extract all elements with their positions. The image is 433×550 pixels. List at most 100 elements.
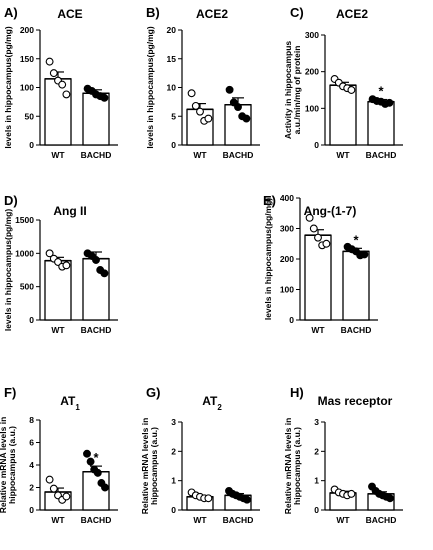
panel-label: H) — [290, 385, 304, 400]
x-category-label: WT — [311, 325, 325, 335]
y-axis-label: levels in hippocampus(pg/mg) — [3, 26, 13, 148]
panel-label: A) — [4, 5, 18, 20]
y-tick-label: 8 — [29, 415, 34, 425]
y-tick-label: 150 — [20, 54, 34, 64]
data-point — [347, 489, 356, 498]
y-tick-label: 300 — [305, 30, 319, 40]
panel-label: D) — [4, 193, 18, 208]
bar — [367, 101, 395, 146]
panel-label: B) — [146, 5, 160, 20]
y-tick-label: 2 — [29, 483, 34, 493]
chart-panel: G) AT2 0 1 2 3 Relative mRNA levels in hippocam… — [140, 385, 260, 525]
y-tick-label: 0 — [29, 505, 34, 515]
y-axis-label: levels in hippocampus(pg/mg) — [3, 209, 13, 331]
y-tick-label: 50 — [25, 111, 35, 121]
data-point — [101, 483, 109, 492]
data-point — [225, 85, 234, 94]
data-point — [305, 213, 314, 222]
x-category-label: WT — [193, 150, 207, 160]
bar — [82, 92, 110, 146]
chart-title: AT2 — [202, 394, 222, 412]
chart-title: Ang-(1-7) — [304, 204, 357, 218]
y-tick-label: 0 — [171, 505, 176, 515]
data-point — [86, 457, 95, 466]
chart-panel: H) Mas receptor 0 1 2 3 Relative mRNA levels i… — [283, 385, 403, 525]
chart-panel: E) Ang-(1-7) 0 100 200 300 400 levels in hippoc… — [263, 193, 378, 335]
data-point — [62, 90, 71, 99]
y-tick-label: 2 — [314, 446, 319, 456]
data-point — [49, 484, 58, 493]
x-category-label: BACHD — [223, 515, 254, 525]
y-axis-label: a.u./min/mg of protein — [292, 46, 302, 135]
significance-mark: * — [93, 450, 99, 465]
significance-mark: * — [353, 232, 359, 247]
y-tick-label: 0 — [289, 315, 294, 325]
y-tick-label: 1 — [314, 476, 319, 486]
data-point — [187, 89, 196, 98]
y-tick-label: 200 — [20, 25, 34, 35]
x-category-label: BACHD — [341, 325, 372, 335]
significance-mark: * — [378, 84, 384, 99]
data-point — [309, 224, 318, 233]
y-tick-label: 6 — [29, 438, 34, 448]
y-tick-label: 0 — [29, 315, 34, 325]
bar — [329, 84, 357, 146]
chart-title: AT1 — [60, 394, 80, 412]
y-axis-label: Activity in hippocampus — [283, 41, 293, 140]
y-tick-label: 1000 — [15, 248, 34, 258]
y-tick-label: 15 — [167, 54, 177, 64]
y-tick-label: 3 — [171, 417, 176, 427]
y-axis-label: levels in hippocampus(pg/mg) — [145, 26, 155, 148]
x-category-label: BACHD — [81, 325, 112, 335]
y-axis-label: Relative mRNA levels in — [283, 418, 293, 515]
y-tick-label: 5 — [171, 111, 176, 121]
chart-panel: A) ACE 0 50 100 150 200 levels in hippocampus(p… — [3, 5, 118, 160]
y-tick-label: 500 — [20, 282, 34, 292]
y-axis-label: Relative mRNA levels in — [0, 417, 8, 514]
data-point — [191, 101, 200, 110]
y-tick-label: 3 — [314, 417, 319, 427]
x-category-label: WT — [51, 325, 65, 335]
data-point — [314, 233, 322, 242]
x-category-label: WT — [336, 515, 350, 525]
data-point — [322, 239, 331, 248]
x-category-label: BACHD — [81, 150, 112, 160]
y-tick-label: 200 — [305, 67, 319, 77]
data-point — [234, 103, 242, 112]
data-point — [243, 495, 251, 504]
data-point — [386, 494, 394, 503]
y-tick-label: 10 — [167, 83, 177, 93]
data-point — [92, 256, 100, 264]
chart-title-subscript: 1 — [75, 403, 80, 412]
chart-title: ACE2 — [336, 7, 368, 21]
x-category-label: WT — [51, 150, 65, 160]
y-tick-label: 100 — [305, 103, 319, 113]
y-tick-label: 0 — [29, 140, 34, 150]
y-axis-label: Relative mRNA levels in — [140, 418, 150, 515]
data-point — [45, 249, 54, 258]
y-tick-label: 300 — [280, 224, 294, 234]
data-point — [49, 69, 58, 78]
chart-panel: C) ACE2 0 100 200 300 Activity in hippocampus a… — [283, 5, 403, 160]
y-tick-label: 20 — [167, 25, 177, 35]
data-point — [62, 261, 71, 270]
bar — [342, 250, 370, 321]
y-tick-label: 200 — [280, 254, 294, 264]
y-tick-label: 1500 — [15, 215, 34, 225]
y-axis-label: hippocampus (a.u.) — [7, 426, 17, 504]
data-point — [360, 250, 369, 259]
y-tick-label: 400 — [280, 193, 294, 203]
chart-panel: F) AT1 0 2 4 6 8 Relative mRNA levels inhippoca… — [0, 385, 118, 525]
data-point — [100, 93, 109, 102]
panel-label: E) — [263, 193, 276, 208]
bar — [304, 234, 332, 321]
y-tick-label: 100 — [20, 83, 34, 93]
y-tick-label: 100 — [280, 285, 294, 295]
data-point — [242, 114, 251, 123]
data-point — [62, 492, 71, 501]
data-point — [385, 98, 394, 107]
y-tick-label: 0 — [314, 505, 319, 515]
y-tick-label: 0 — [171, 140, 176, 150]
bar — [44, 260, 72, 321]
